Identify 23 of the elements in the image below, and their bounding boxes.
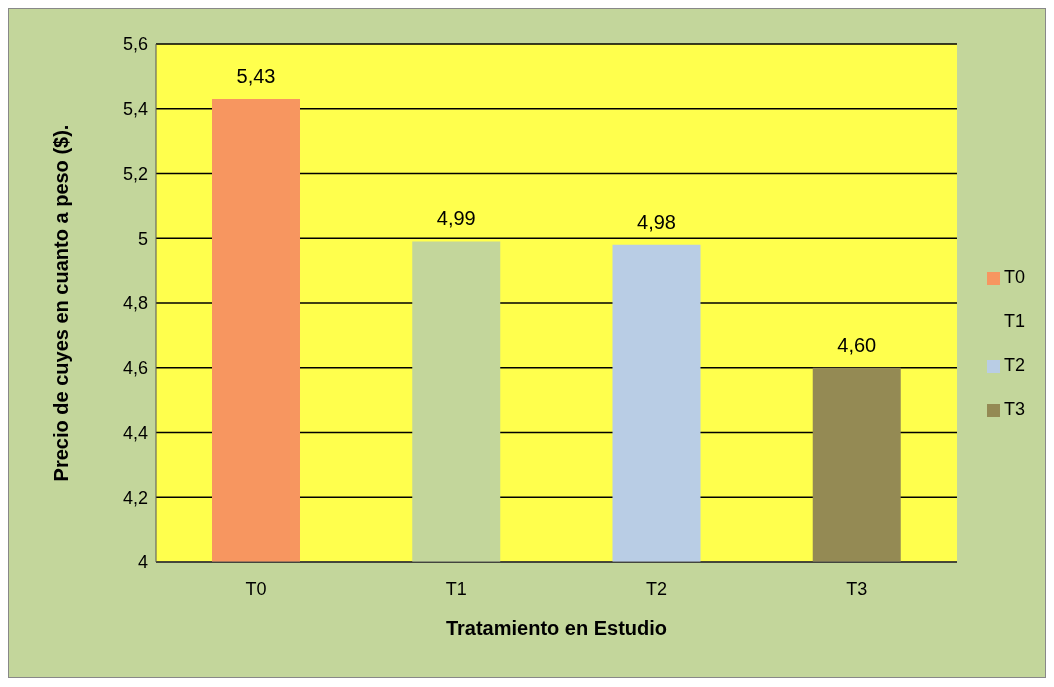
legend-label: T3 <box>1003 399 1025 419</box>
data-label: 4,60 <box>837 333 877 356</box>
x-tick-label: T2 <box>646 578 668 599</box>
y-tick-label: 5,4 <box>122 99 148 120</box>
text: T1 <box>1003 311 1025 331</box>
data-label: 4,99 <box>436 207 476 230</box>
data-label: 4,98 <box>637 210 676 233</box>
x-tick-label: T3 <box>846 578 868 599</box>
y-tick-label: 5,2 <box>122 163 148 184</box>
y-axis-title: Precio de cuyes en cuanto a peso ($). <box>50 124 73 482</box>
y-tick-label: 5,6 <box>122 34 148 55</box>
x-tick-label: T1 <box>445 578 467 599</box>
x-axis-title: Tratamiento en Estudio <box>445 617 668 639</box>
y-tick-label: 4,4 <box>122 422 148 443</box>
y-tick-label: 4,2 <box>122 487 148 508</box>
legend-label: T0 <box>1003 267 1025 287</box>
x-tick-label: T0 <box>245 578 267 599</box>
y-tick-label: 5 <box>137 228 148 249</box>
legend-label: T2 <box>1003 355 1025 375</box>
y-tick-label: 4,8 <box>122 293 148 314</box>
y-tick-label: 4,6 <box>122 358 148 379</box>
data-label: 5,43 <box>236 65 276 88</box>
y-tick-label: 4 <box>137 552 148 573</box>
